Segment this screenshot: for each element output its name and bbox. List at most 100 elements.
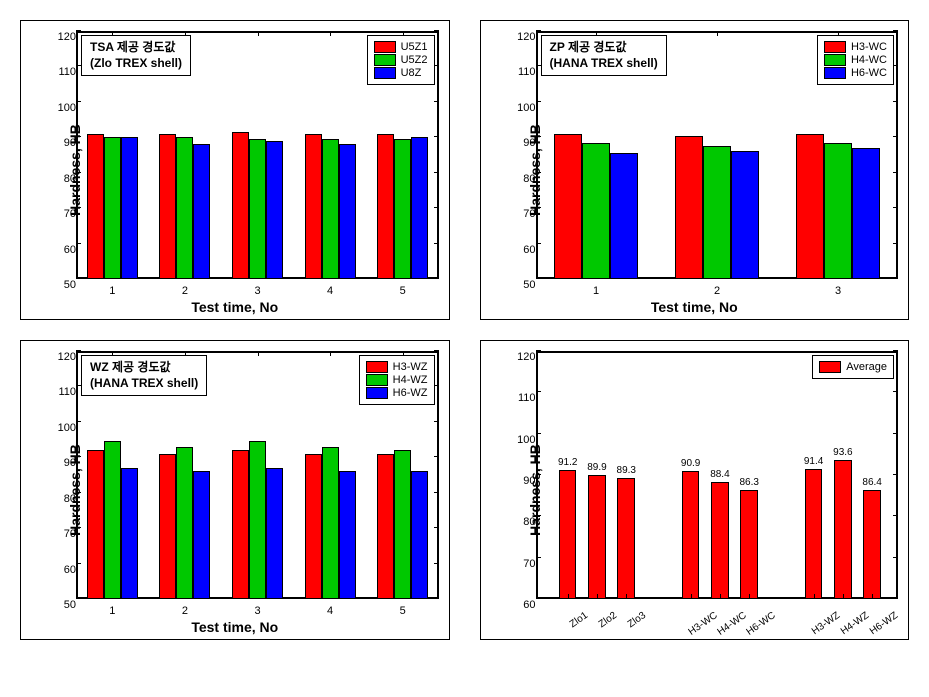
legend-swatch <box>366 387 388 399</box>
panel-avg: 60708090100110120Hardness, HB91.2Zlo189.… <box>480 340 910 640</box>
panel-title: WZ 제공 경도값 (HANA TREX shell) <box>81 355 207 396</box>
y-tick-label: 60 <box>51 564 76 576</box>
bar <box>176 447 193 599</box>
legend-swatch <box>819 361 841 373</box>
x-tick-label: 2 <box>714 285 720 297</box>
bar <box>249 139 266 279</box>
legend-label: U5Z1 <box>401 41 428 53</box>
y-tick-label: 60 <box>51 244 76 256</box>
bar <box>824 143 852 279</box>
bar <box>834 460 852 599</box>
legend-label: Average <box>846 361 887 373</box>
y-tick-label: 50 <box>51 599 76 611</box>
value-label: 91.2 <box>558 457 577 468</box>
bar <box>305 454 322 599</box>
legend-item: U8Z <box>374 67 428 79</box>
title-line1: WZ 제공 경도값 <box>90 360 171 374</box>
x-tick-label: H3-WC <box>686 610 719 638</box>
bar <box>339 144 356 279</box>
x-axis-label: Test time, No <box>651 299 738 315</box>
legend-swatch <box>824 41 846 53</box>
legend-label: U8Z <box>401 67 422 79</box>
x-tick-label: 2 <box>182 605 188 617</box>
bar <box>266 468 283 599</box>
bar <box>232 132 249 279</box>
title-line2: (HANA TREX shell) <box>550 56 658 70</box>
bar <box>322 447 339 599</box>
y-tick-label: 110 <box>51 66 76 78</box>
legend-item: H3-WC <box>824 41 887 53</box>
y-tick-label: 100 <box>51 102 76 114</box>
bar <box>87 450 104 599</box>
value-label: 91.4 <box>804 456 823 467</box>
bar <box>394 450 411 599</box>
x-tick-label: H6-WZ <box>868 610 900 637</box>
bar <box>159 454 176 599</box>
legend-swatch <box>374 41 396 53</box>
chart-grid: 5060708090100110120Hardness, HBTest time… <box>20 20 909 640</box>
title-line2: (Zlo TREX shell) <box>90 56 182 70</box>
panel-tsa: 5060708090100110120Hardness, HBTest time… <box>20 20 450 320</box>
bar <box>703 146 731 279</box>
x-tick-label: 1 <box>109 605 115 617</box>
y-tick-label: 60 <box>511 599 536 611</box>
bar <box>193 144 210 279</box>
legend-item: Average <box>819 361 887 373</box>
x-tick-label: Zlo2 <box>597 610 619 630</box>
value-label: 89.3 <box>617 465 636 476</box>
legend: U5Z1U5Z2U8Z <box>367 35 435 85</box>
legend-item: H3-WZ <box>366 361 428 373</box>
bar <box>232 450 249 599</box>
legend-label: U5Z2 <box>401 54 428 66</box>
value-label: 86.4 <box>862 477 881 488</box>
title-line1: ZP 제공 경도값 <box>550 40 627 54</box>
bar <box>266 141 283 279</box>
legend-label: H4-WZ <box>393 374 428 386</box>
bar <box>377 454 394 599</box>
bar <box>582 143 610 279</box>
x-tick-label: 4 <box>327 285 333 297</box>
title-line1: TSA 제공 경도값 <box>90 40 175 54</box>
x-tick-label: 2 <box>182 285 188 297</box>
y-tick-label: 110 <box>51 386 76 398</box>
value-label: 88.4 <box>710 469 729 480</box>
x-axis-label: Test time, No <box>191 619 278 635</box>
bar <box>193 471 210 599</box>
legend: H3-WZH4-WZH6-WZ <box>359 355 435 405</box>
y-tick-label: 60 <box>511 244 536 256</box>
value-label: 89.9 <box>587 462 606 473</box>
bar <box>87 134 104 279</box>
x-tick-label: 3 <box>254 285 260 297</box>
bar <box>610 153 638 279</box>
legend-item: H6-WZ <box>366 387 428 399</box>
legend-swatch <box>374 67 396 79</box>
x-tick-label: 5 <box>400 285 406 297</box>
bar <box>339 471 356 599</box>
bar <box>805 469 823 599</box>
bar <box>305 134 322 279</box>
panel-title: ZP 제공 경도값 (HANA TREX shell) <box>541 35 667 76</box>
bar <box>852 148 880 279</box>
x-tick-label: 3 <box>835 285 841 297</box>
bar <box>249 441 266 599</box>
legend: H3-WCH4-WCH6-WC <box>817 35 894 85</box>
legend-label: H3-WZ <box>393 361 428 373</box>
bar <box>104 137 121 279</box>
x-tick-label: H4-WZ <box>839 610 871 637</box>
legend-item: H4-WC <box>824 54 887 66</box>
legend-item: U5Z2 <box>374 54 428 66</box>
title-line2: (HANA TREX shell) <box>90 376 198 390</box>
legend: Average <box>812 355 894 379</box>
bar <box>740 490 758 599</box>
bar <box>411 137 428 279</box>
x-tick-label: H6-WC <box>745 610 778 638</box>
y-tick-label: 120 <box>51 351 76 363</box>
bar <box>731 151 759 279</box>
legend-item: U5Z1 <box>374 41 428 53</box>
y-tick-label: 110 <box>511 66 536 78</box>
y-tick-label: 120 <box>511 31 536 43</box>
x-tick-label: Zlo3 <box>626 610 648 630</box>
bar <box>104 441 121 599</box>
bar <box>675 136 703 279</box>
legend-swatch <box>366 361 388 373</box>
